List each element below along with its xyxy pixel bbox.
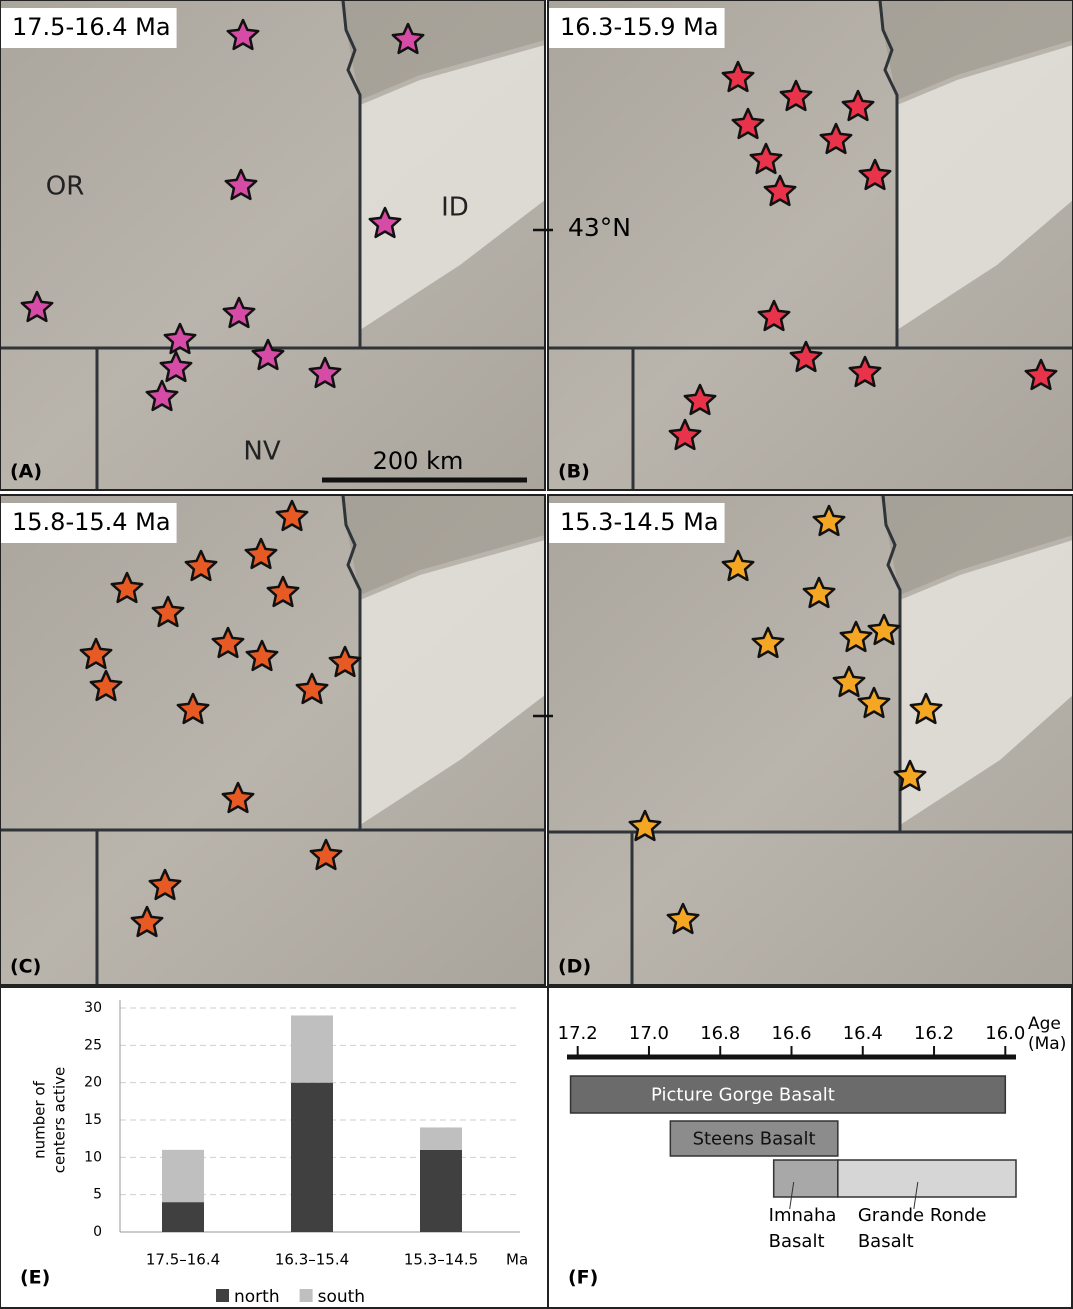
bar-label: Steens Basalt [693,1129,816,1150]
bar-segment [420,1150,462,1232]
map-panel: 15.8-15.4 Ma (C) [0,495,545,985]
period-label: 15.3-14.5 Ma [560,508,719,536]
panel-letter: (D) [558,956,591,978]
map-content [548,0,1073,490]
x-tick-label: 17.0 [629,1023,669,1044]
panel-letter: (B) [558,461,590,483]
x-tick-label: 16.2 [914,1023,954,1044]
state-label: ID [441,193,469,223]
x-axis-label: (Ma) [1028,1034,1066,1054]
scale-label: 200 km [373,447,464,475]
x-tick-label: 17.2 [558,1023,598,1044]
y-axis-label: number of [31,1080,49,1158]
map-panel: 17.5-16.4 Ma (A) OR ID NV 200 km [0,0,545,490]
y-tick-label: 20 [84,1075,102,1091]
x-tick-label: 15.3–14.5 [404,1251,478,1269]
bar-label: Grande Ronde [858,1205,987,1226]
map-content [548,495,1073,985]
range-bar [838,1160,1016,1197]
y-tick-label: 10 [84,1149,102,1165]
y-tick-label: 5 [93,1187,102,1203]
period-label: 17.5-16.4 Ma [12,13,171,41]
state-label: OR [46,172,85,202]
legend-label: north [234,1287,280,1307]
period-label: 15.8-15.4 Ma [12,508,171,536]
legend-label: south [318,1287,365,1307]
map-panel: 15.3-14.5 Ma (D) [548,495,1073,985]
bar-label: Basalt [769,1231,825,1252]
bar-label: Imnaha [769,1205,837,1226]
bar-segment [291,1083,333,1232]
x-tick-label: 17.5–16.4 [146,1251,220,1269]
legend-swatch [300,1289,313,1302]
panel-letter: (C) [10,956,41,978]
x-axis-label: Ma [506,1251,528,1269]
x-tick-label: 16.0 [985,1023,1025,1044]
y-axis-label: centers active [51,1067,69,1173]
bar-segment [162,1150,204,1202]
map-content [0,0,545,490]
x-tick-label: 16.8 [700,1023,740,1044]
figure: 17.5-16.4 Ma (A) OR ID NV 200 km 16.3-15.9 Ma (… [0,0,1073,1309]
map-panel: 16.3-15.9 Ma (B) [548,0,1073,490]
map-content [0,495,545,985]
y-tick-label: 30 [84,1000,102,1016]
range-bar [774,1160,838,1197]
x-tick-label: 16.3–15.4 [275,1251,349,1269]
state-label: NV [243,437,280,467]
panel-letter: (A) [10,461,42,483]
bar-segment [420,1127,462,1149]
panel-letter: (F) [568,1267,598,1289]
x-tick-label: 16.4 [843,1023,883,1044]
bar-label: Basalt [858,1231,914,1252]
latitude-label: 43°N [568,213,631,242]
bar-segment [162,1202,204,1232]
bar-label: Picture Gorge Basalt [651,1085,835,1106]
bar-segment [291,1015,333,1082]
period-label: 16.3-15.9 Ma [560,13,719,41]
panel-letter: (E) [20,1267,50,1289]
legend-swatch [216,1289,229,1302]
y-tick-label: 15 [84,1112,102,1128]
y-tick-label: 25 [84,1037,102,1053]
x-tick-label: 16.6 [771,1023,811,1044]
x-axis-label: Age [1028,1014,1061,1034]
y-tick-label: 0 [93,1224,102,1240]
